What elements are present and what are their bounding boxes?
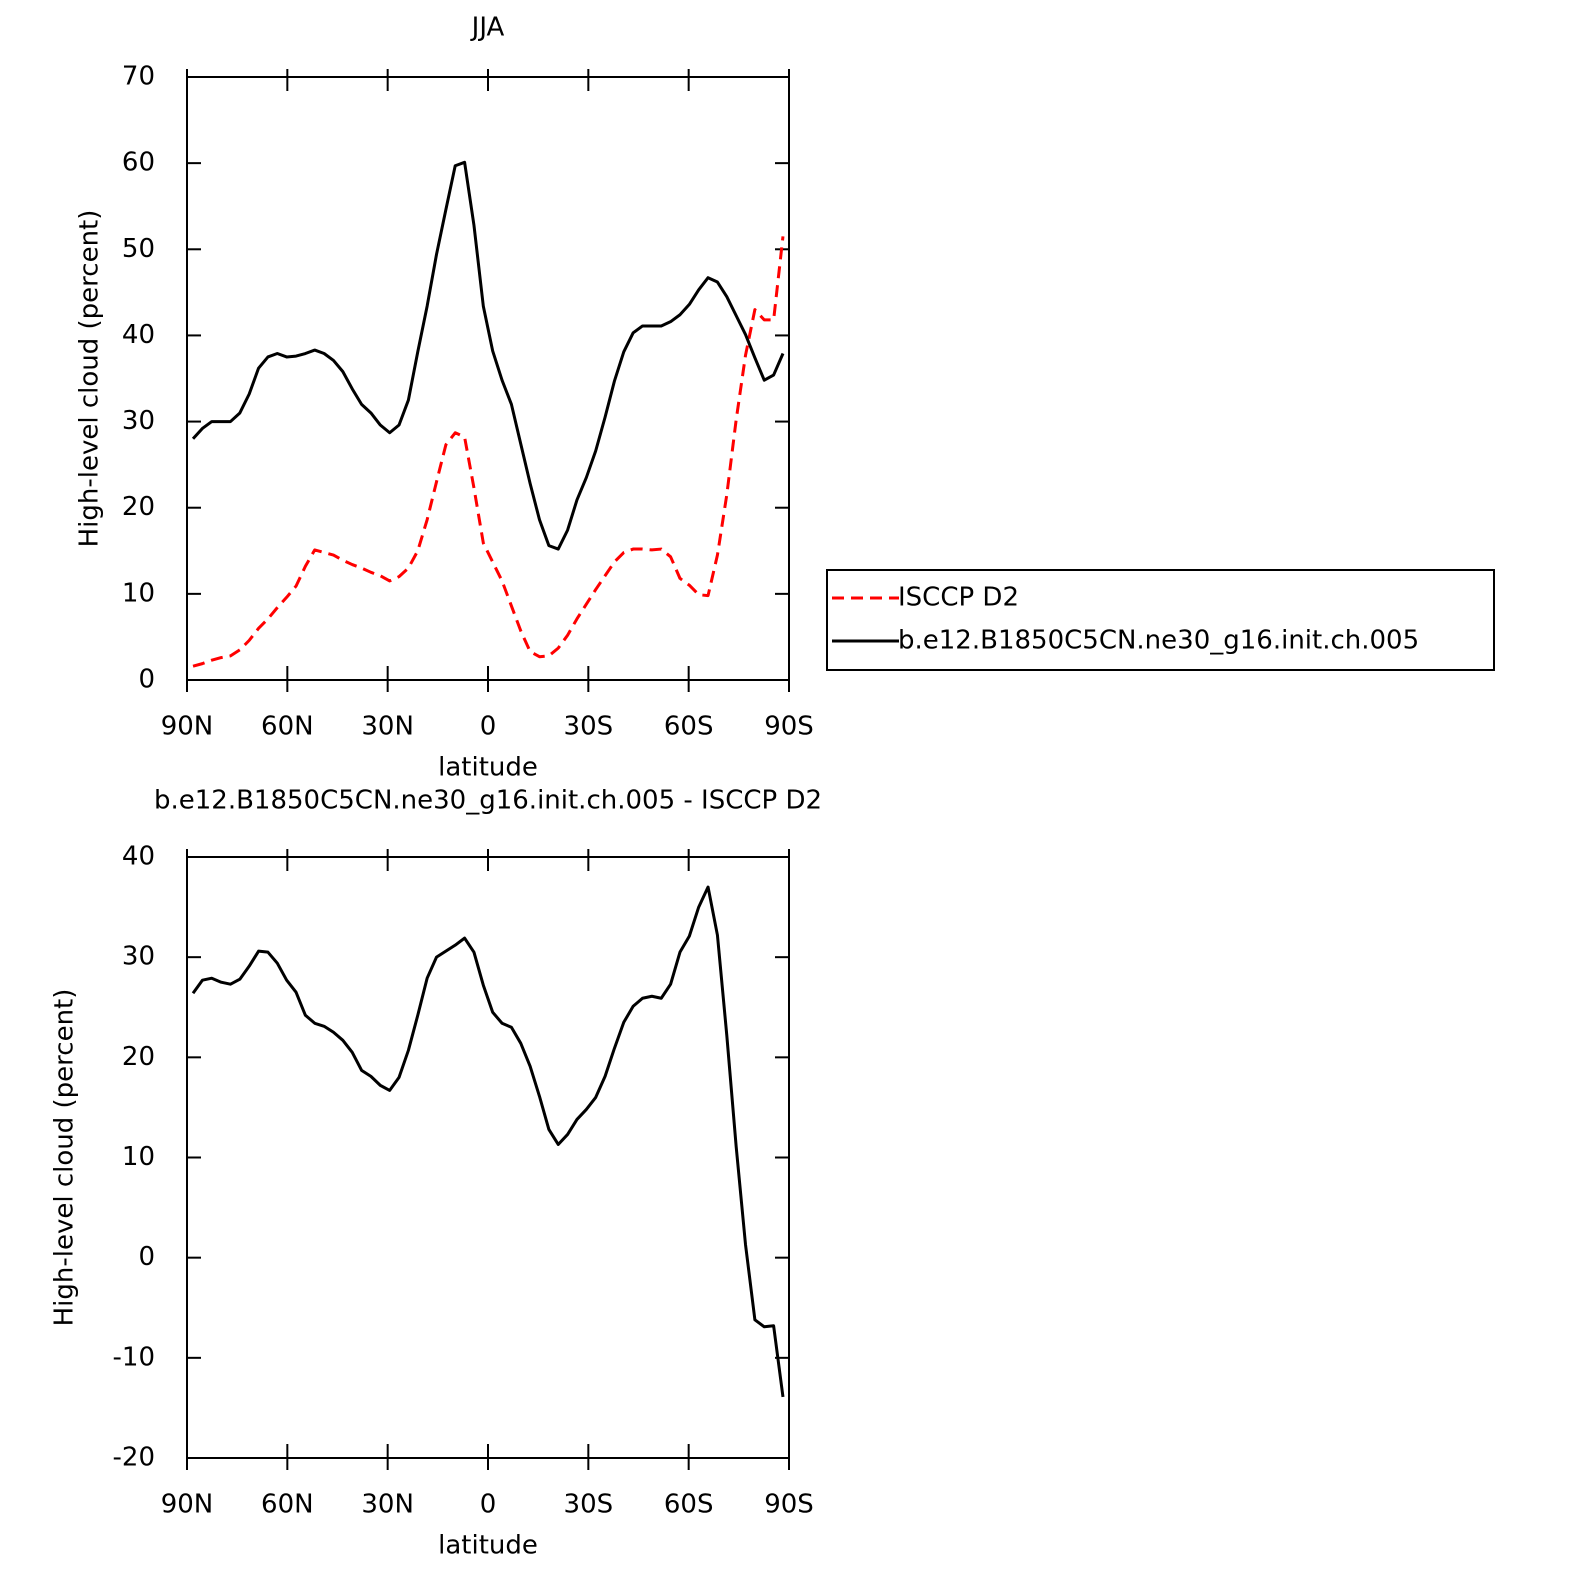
x-tick-label: 60N [261, 712, 314, 742]
legend-box [826, 569, 1495, 671]
x-tick-label: 90S [764, 1490, 814, 1520]
x-tick-label: 30N [361, 712, 414, 742]
x-tick-label: 60S [664, 1490, 714, 1520]
x-tick-label: 30N [361, 1490, 414, 1520]
y-tick-label: 40 [122, 842, 155, 872]
y-tick-label: 0 [138, 1242, 155, 1272]
y-axis-label: High-level cloud (percent) [75, 210, 105, 548]
x-tick-label: 60N [261, 1490, 314, 1520]
y-tick-label: 10 [122, 1142, 155, 1172]
plot-frame [186, 76, 790, 681]
y-tick-label: -10 [113, 1342, 155, 1372]
data-line [191, 885, 785, 1398]
x-tick-label: 90S [764, 712, 814, 742]
y-axis-label: High-level cloud (percent) [50, 989, 80, 1327]
plot-frame [186, 856, 790, 1459]
y-tick-label: 60 [122, 148, 155, 178]
data-line [191, 160, 785, 551]
x-tick-label: 0 [480, 1490, 497, 1520]
x-tick-label: 60S [664, 712, 714, 742]
y-tick-label: 40 [122, 320, 155, 350]
legend-label: ISCCP D2 [898, 583, 1019, 613]
x-tick-label: 30S [564, 1490, 614, 1520]
legend-label: b.e12.B1850C5CN.ne30_g16.init.ch.005 [898, 626, 1419, 656]
x-tick-label: 30S [564, 712, 614, 742]
chart-title: JJA [470, 13, 505, 43]
x-axis-label: latitude [438, 753, 538, 783]
y-tick-label: 20 [122, 1042, 155, 1072]
chart-title: b.e12.B1850C5CN.ne30_g16.init.ch.005 - I… [154, 786, 822, 816]
y-tick-label: 20 [122, 492, 155, 522]
x-axis-label: latitude [438, 1531, 538, 1561]
y-tick-label: 10 [122, 578, 155, 608]
y-tick-label: -20 [113, 1443, 155, 1473]
x-tick-label: 0 [480, 712, 497, 742]
y-tick-label: 50 [122, 234, 155, 264]
data-line [192, 236, 785, 668]
y-tick-label: 70 [122, 62, 155, 92]
y-tick-label: 30 [122, 942, 155, 972]
x-tick-label: 90N [161, 712, 214, 742]
y-tick-label: 30 [122, 406, 155, 436]
x-tick-label: 90N [161, 1490, 214, 1520]
y-tick-label: 0 [138, 665, 155, 695]
